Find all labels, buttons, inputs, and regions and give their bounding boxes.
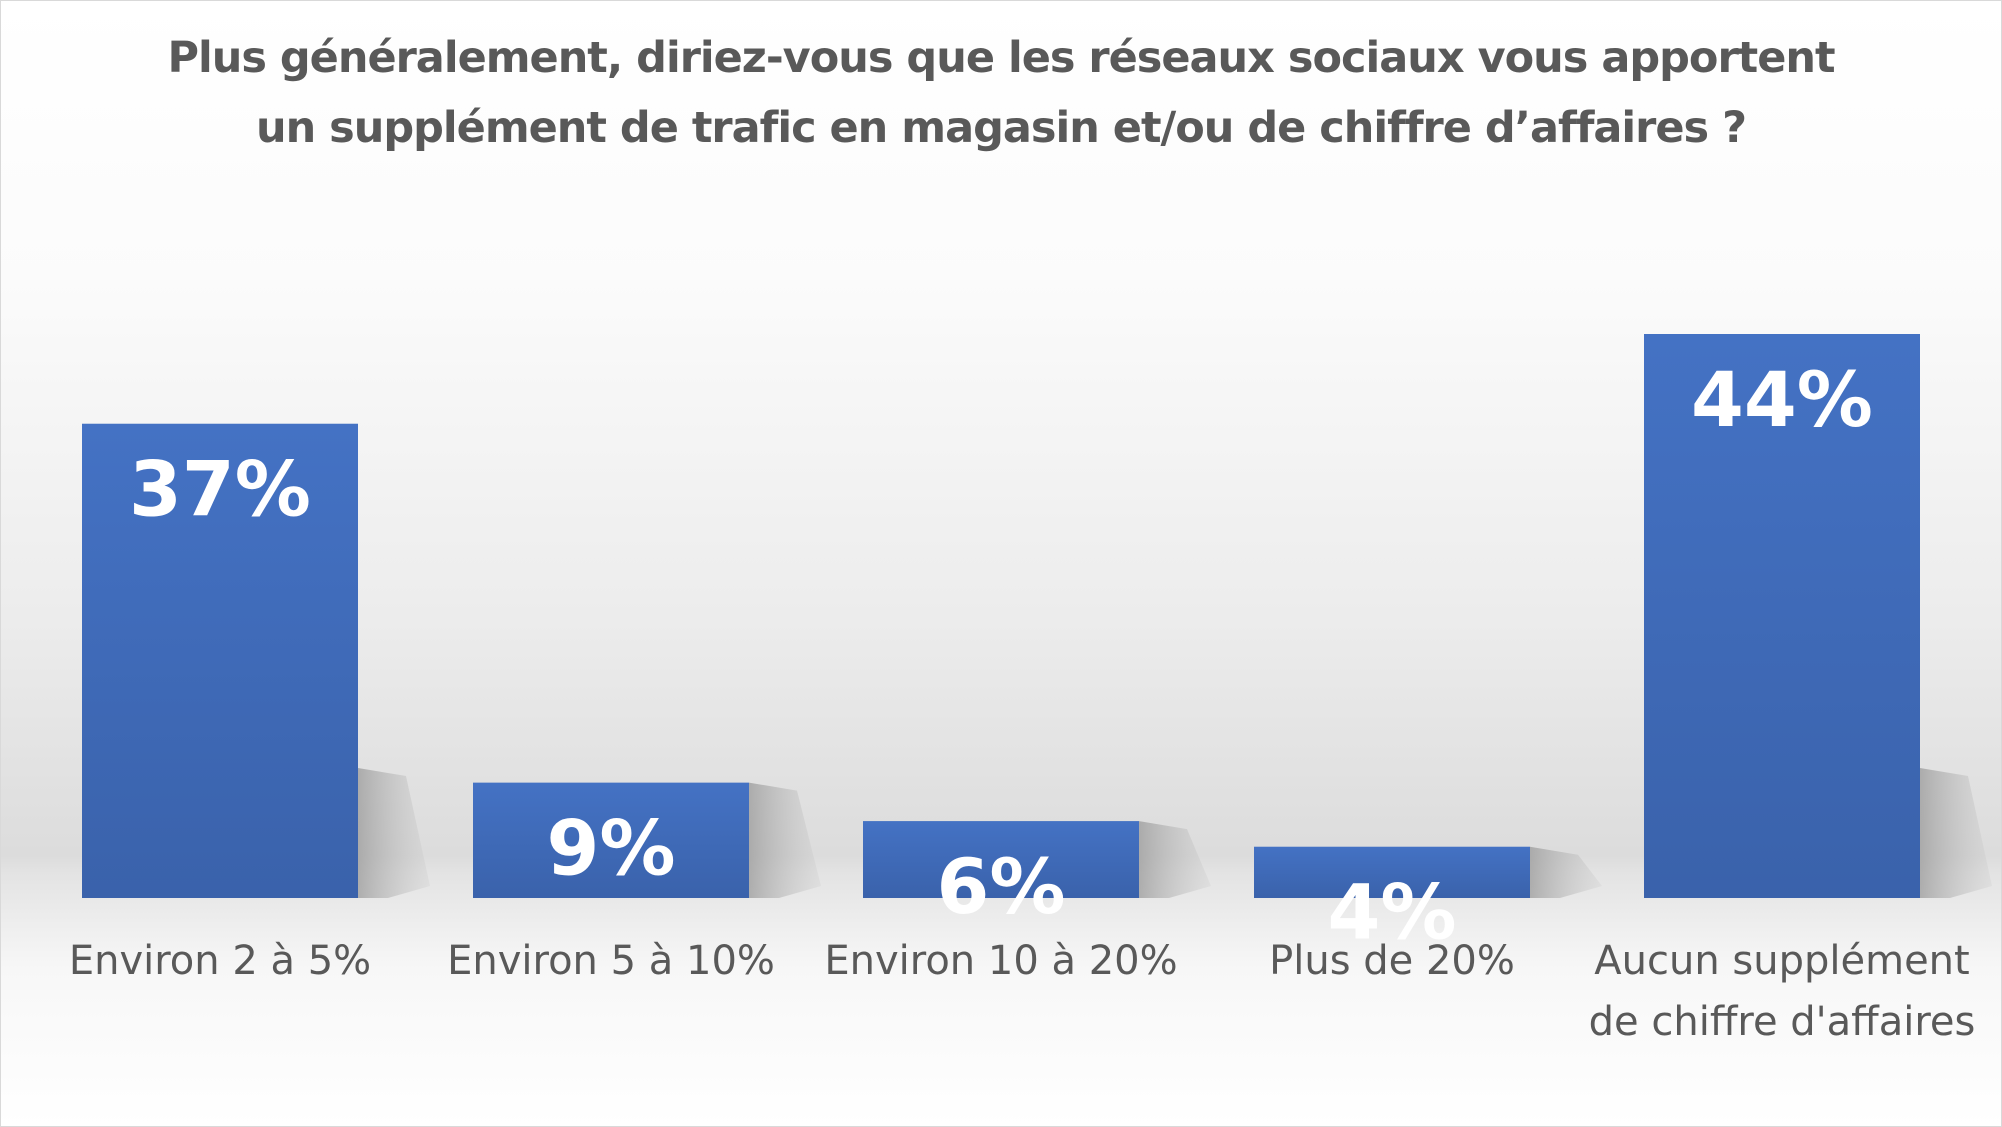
data-label: 4% bbox=[1327, 868, 1456, 957]
category-label: Aucun supplément de chiffre d'affaires bbox=[1588, 938, 1976, 1045]
category-label: Environ 2 à 5% bbox=[68, 938, 372, 984]
category-label: Plus de 20% bbox=[1269, 938, 1515, 984]
data-label: 6% bbox=[936, 842, 1065, 931]
bar bbox=[863, 821, 1139, 898]
bar-shadow bbox=[1920, 768, 1992, 898]
bar-shadow bbox=[1139, 821, 1211, 898]
bar bbox=[1254, 846, 1530, 898]
bar-shadow bbox=[749, 782, 821, 898]
data-label: 9% bbox=[546, 804, 675, 893]
chart-title: Plus généralement, diriez-vous que les r… bbox=[167, 33, 1835, 153]
data-label: 44% bbox=[1691, 355, 1873, 444]
bar-shadow bbox=[358, 768, 430, 898]
bar bbox=[1644, 334, 1920, 898]
bar bbox=[473, 782, 749, 898]
category-label: Environ 10 à 20% bbox=[824, 938, 1178, 984]
category-label: Environ 5 à 10% bbox=[447, 938, 775, 984]
bar-shadow bbox=[1530, 846, 1602, 898]
bar bbox=[82, 423, 358, 898]
data-label: 37% bbox=[129, 445, 311, 534]
